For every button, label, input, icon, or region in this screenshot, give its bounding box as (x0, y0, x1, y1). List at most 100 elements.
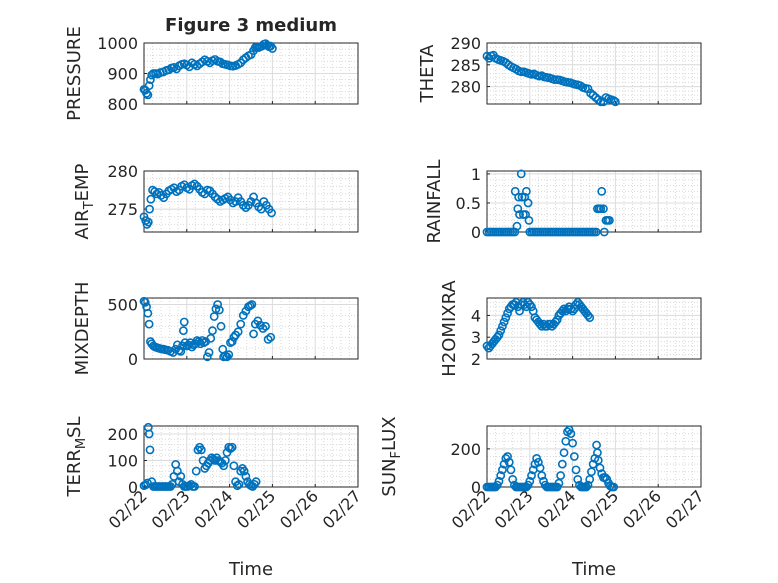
data-point (537, 471, 547, 480)
data-point (143, 90, 153, 100)
data-point (176, 346, 186, 356)
data-point (596, 97, 606, 107)
data-point (506, 465, 516, 475)
data-point (156, 190, 166, 200)
data-point (527, 302, 536, 312)
data-point (216, 321, 226, 331)
data-point (515, 210, 524, 219)
data-point (559, 448, 569, 458)
y-tick-label: 4 (471, 306, 481, 325)
axes-box (143, 170, 359, 233)
data-point (166, 482, 175, 491)
data-point (496, 471, 506, 480)
data-point (191, 466, 201, 476)
data-point (144, 319, 154, 329)
data-point (571, 300, 581, 309)
y-tick-label: 0.5 (456, 194, 481, 213)
data-point (224, 442, 234, 452)
data-point (229, 332, 239, 342)
data-point (611, 97, 620, 107)
data-point (573, 474, 583, 484)
data-point (184, 481, 194, 491)
data-point (545, 319, 555, 329)
panel-sun_flux: 020002/2202/2302/2402/2502/2602/27SUNFLU… (379, 416, 708, 532)
data-point (227, 337, 237, 346)
y-tick-label: 900 (107, 65, 138, 84)
panel-h2omixra: 2 3 4 H2OMIXRA (439, 280, 702, 377)
data-point (143, 308, 153, 318)
data-point (494, 330, 504, 340)
data-point (226, 444, 235, 453)
data-point (208, 326, 217, 336)
y-tick-label: 275 (107, 200, 138, 219)
data-point (267, 44, 277, 53)
data-point (214, 305, 224, 315)
data-point (246, 197, 256, 206)
data-point (229, 461, 239, 471)
y-axis-label: RAINFALL (424, 160, 445, 244)
data-point (172, 340, 182, 350)
data-point (599, 204, 608, 214)
data-point (492, 332, 502, 342)
data-point (566, 429, 576, 439)
panel-mixdepth: 0 500 MIXDEPTH (72, 282, 359, 375)
data-point (179, 317, 189, 327)
data-point (595, 463, 605, 473)
data-point (232, 481, 242, 491)
data-point (498, 465, 507, 475)
y-axis-label: PRESSURE (64, 26, 85, 121)
data-point (220, 456, 230, 465)
data-point (496, 326, 506, 336)
data-point (514, 192, 524, 202)
data-point (267, 208, 276, 218)
y-tick-label: 280 (450, 78, 481, 97)
data-point (241, 471, 251, 481)
y-tick-label: 200 (107, 425, 138, 444)
data-point (249, 329, 258, 339)
y-tick-label: 280 (107, 162, 138, 181)
y-axis-label: THETA (417, 44, 438, 104)
data-point (583, 84, 593, 94)
data-point (204, 348, 214, 357)
data-point (241, 306, 251, 316)
data-point (241, 203, 251, 212)
x-tick-label: 02/26 (276, 486, 322, 532)
x-tick-label: 02/26 (619, 486, 665, 532)
plot-area (144, 171, 358, 232)
data-point (597, 186, 607, 196)
data-point (176, 471, 186, 481)
data-point (516, 67, 526, 77)
data-point (524, 215, 534, 225)
data-point (591, 227, 601, 237)
data-point (494, 476, 504, 486)
y-tick-label: 100 (107, 451, 138, 470)
plot-area (487, 426, 701, 487)
data-point (566, 304, 576, 314)
data-point (557, 306, 567, 316)
x-tick-label: 02/24 (533, 486, 579, 532)
data-point (568, 438, 577, 448)
x-tick-label: 02/27 (662, 486, 708, 532)
data-point (503, 452, 512, 461)
y-tick-label: 800 (107, 95, 138, 114)
data-point (513, 204, 523, 214)
y-tick-label: 0 (128, 478, 138, 497)
y-axis-label: H2OMIXRA (439, 280, 460, 377)
y-tick-label: 1 (471, 165, 481, 184)
data-point (146, 194, 156, 204)
data-point (253, 316, 263, 326)
y-axis-label: TERRMSL (64, 416, 89, 497)
data-point (178, 326, 188, 336)
data-point (213, 300, 223, 309)
data-point (521, 186, 531, 196)
data-point (609, 482, 619, 492)
data-point (202, 352, 212, 362)
data-point (236, 319, 246, 329)
y-tick-label: 0 (471, 478, 481, 497)
x-tick-label: 02/25 (233, 486, 279, 532)
y-axis-label: SUNFLUX (379, 416, 404, 496)
data-point (233, 327, 243, 337)
data-point (512, 221, 522, 231)
data-point (239, 466, 249, 476)
